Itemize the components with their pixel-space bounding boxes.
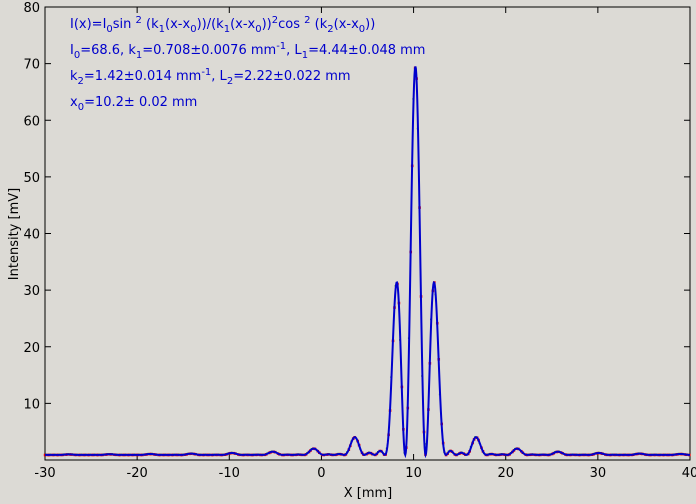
y-tick-label: 40 <box>23 228 40 243</box>
fit-curve <box>45 66 691 459</box>
x-tick-label: 10 <box>405 466 422 481</box>
x-tick-label: 40 <box>682 466 696 481</box>
x-tick-label: 0 <box>317 466 325 481</box>
y-axis-label: Intensity [mV] <box>7 188 22 280</box>
y-tick-label: 20 <box>23 341 40 356</box>
x-tick-label: -10 <box>219 466 240 481</box>
x-tick-label: 20 <box>497 466 514 481</box>
x-axis-label: X [mm] <box>344 486 393 501</box>
y-tick-label: 50 <box>23 171 40 186</box>
fit-formula: I(x)=I0​sin 2​ (k1​(x-x0​))/(k1​(x-x0​))… <box>70 15 425 113</box>
x-tick-label: -20 <box>127 466 148 481</box>
y-tick-label: 80 <box>23 1 40 16</box>
param-line-3: x0​=10.2± 0.02 mm <box>70 95 197 113</box>
axis-ticks: -30 -20 -10 0 10 20 30 40 10 20 30 40 50 60 70 80 <box>23 1 696 481</box>
param-line-2: k2​=1.42±0.014 mm-1​, L2​=2.22±0.022 mm <box>70 67 351 87</box>
plot-area <box>44 6 691 461</box>
formula-line: I(x)=I0​sin 2​ (k1​(x-x0​))/(k1​(x-x0​))… <box>70 15 375 35</box>
param-line-1: I0​=68.6, k1​=0.708±0.0076 mm-1​, L1​=4.… <box>70 41 425 61</box>
y-tick-label: 10 <box>23 397 40 412</box>
y-tick-label: 30 <box>23 284 40 299</box>
x-tick-label: 30 <box>590 466 607 481</box>
x-tick-label: -30 <box>34 466 55 481</box>
fit-curve-layer <box>45 66 691 459</box>
y-tick-label: 60 <box>23 114 40 129</box>
y-tick-label: 70 <box>23 58 40 73</box>
